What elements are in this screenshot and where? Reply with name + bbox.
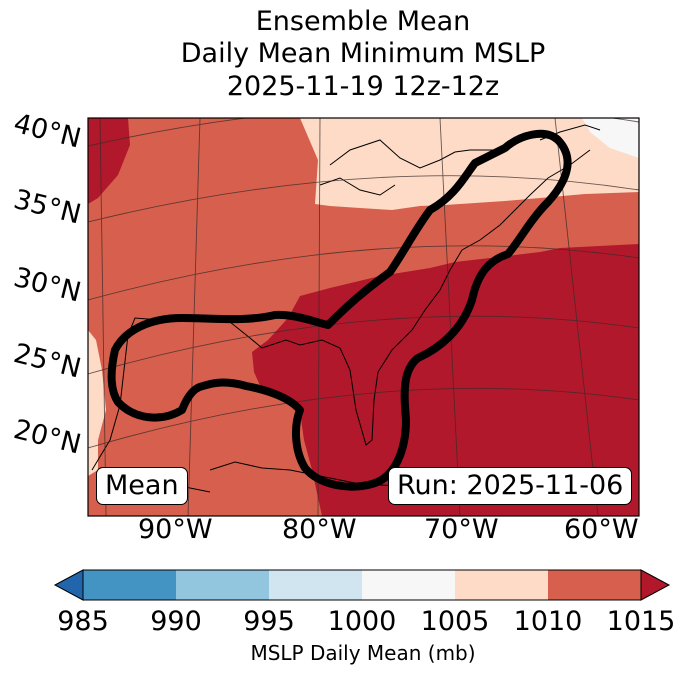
colorbar-tick-1005: 1005	[420, 606, 490, 637]
ensemble-envelope-contour	[107, 129, 572, 491]
mean-label-box: Mean	[96, 467, 188, 505]
colorbar-tick-1010: 1010	[513, 606, 583, 637]
mslp-region-995-1000	[582, 118, 639, 158]
colorbar-bin-1010-1015	[548, 570, 641, 600]
colorbar-bin-990-995	[176, 570, 269, 600]
map-area	[88, 118, 639, 516]
colorbar-bin-1000-1005	[362, 570, 455, 600]
lon-label-90w: 90°W	[138, 514, 213, 545]
lon-label-70w: 70°W	[424, 514, 499, 545]
colorbar-extend-low	[53, 569, 84, 601]
title-line-3: 2025-11-19 12z-12z	[226, 71, 500, 102]
colorbar-frame	[82, 569, 642, 601]
colorbar-label: MSLP Daily Mean (mb)	[250, 641, 476, 665]
colorbar	[53, 569, 671, 601]
colorbar-tick-985: 985	[57, 606, 109, 637]
colorbar-tick-990: 990	[150, 606, 202, 637]
colorbar-bin-995-1000	[269, 570, 362, 600]
mslp-region-1010-1015	[252, 244, 639, 516]
mslp-region-1000-1005-sw	[88, 330, 106, 476]
colorbar-bin-985-990	[83, 570, 176, 600]
graticule	[88, 118, 639, 516]
title-line-1: Ensemble Mean	[255, 6, 471, 37]
colorbar-bin-1005-1010	[455, 570, 548, 600]
colorbar-extend-high	[640, 569, 671, 601]
colorbar-tick-1000: 1000	[327, 606, 397, 637]
lon-label-80w: 80°W	[282, 514, 357, 545]
map-frame	[87, 117, 640, 517]
run-date-box: Run: 2025-11-06	[388, 467, 633, 505]
colorbar-tick-995: 995	[243, 606, 295, 637]
title-line-2: Daily Mean Minimum MSLP	[180, 38, 546, 69]
lon-label-60w: 60°W	[564, 514, 639, 545]
colorbar-tick-1015: 1015	[606, 606, 676, 637]
